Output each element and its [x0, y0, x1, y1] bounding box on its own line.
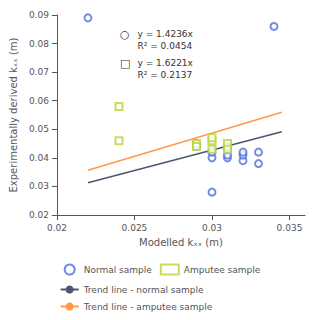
svg-text:0.02: 0.02 [47, 223, 67, 233]
svg-text:Modelled kₓₓ (m): Modelled kₓₓ (m) [139, 237, 223, 248]
svg-text:Normal sample: Normal sample [84, 265, 153, 275]
svg-text:y = 1.4236x: y = 1.4236x [138, 29, 194, 39]
svg-text:0.05: 0.05 [29, 124, 49, 134]
svg-text:0.04: 0.04 [29, 153, 49, 163]
svg-text:Amputee sample: Amputee sample [184, 265, 261, 275]
svg-text:0.03: 0.03 [29, 181, 49, 191]
svg-text:Experimentally derived kₓₓ (m): Experimentally derived kₓₓ (m) [8, 37, 19, 192]
svg-text:0.06: 0.06 [29, 96, 49, 106]
svg-text:0.02: 0.02 [29, 210, 49, 220]
svg-text:0.025: 0.025 [122, 223, 148, 233]
svg-text:0.07: 0.07 [29, 67, 49, 77]
svg-text:0.035: 0.035 [277, 223, 303, 233]
svg-text:0.03: 0.03 [202, 223, 222, 233]
svg-text:R² = 0.0454: R² = 0.0454 [138, 41, 193, 51]
svg-text:○: ○ [120, 28, 130, 41]
svg-text:0.09: 0.09 [29, 10, 49, 20]
svg-text:R² = 0.2137: R² = 0.2137 [138, 70, 193, 80]
svg-text:□: □ [120, 57, 130, 70]
svg-text:Trend line - amputee sample: Trend line - amputee sample [83, 302, 213, 312]
svg-text:y = 1.6221x: y = 1.6221x [138, 58, 194, 68]
svg-text:0.08: 0.08 [29, 39, 49, 49]
svg-text:Trend line - normal sample: Trend line - normal sample [83, 285, 204, 295]
